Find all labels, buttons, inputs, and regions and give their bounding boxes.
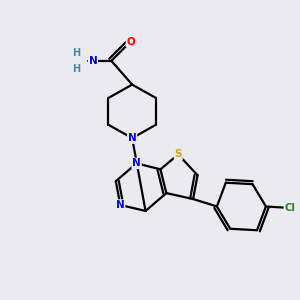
- Text: O: O: [126, 37, 135, 46]
- Text: S: S: [175, 149, 182, 160]
- Text: N: N: [88, 56, 97, 66]
- Text: N: N: [132, 158, 141, 168]
- Text: H: H: [72, 64, 80, 74]
- Text: H: H: [72, 47, 80, 58]
- Text: N: N: [116, 200, 125, 210]
- Text: Cl: Cl: [284, 203, 295, 213]
- Text: N: N: [128, 133, 136, 143]
